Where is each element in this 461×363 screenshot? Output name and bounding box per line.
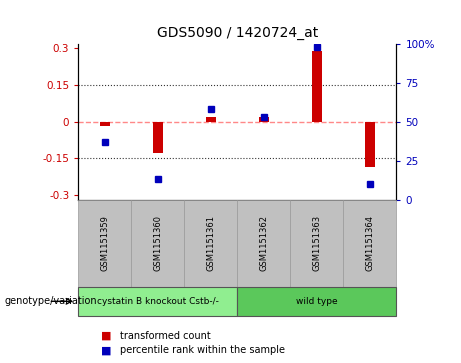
Text: genotype/variation: genotype/variation xyxy=(5,296,97,306)
Text: ■: ■ xyxy=(101,345,112,355)
Text: transformed count: transformed count xyxy=(120,331,211,341)
Bar xyxy=(206,117,216,122)
Bar xyxy=(100,122,110,126)
Text: GSM1151361: GSM1151361 xyxy=(207,215,215,271)
Text: cystatin B knockout Cstb-/-: cystatin B knockout Cstb-/- xyxy=(97,297,219,306)
Text: GSM1151364: GSM1151364 xyxy=(366,215,374,271)
Text: GSM1151362: GSM1151362 xyxy=(260,215,268,271)
Text: percentile rank within the sample: percentile rank within the sample xyxy=(120,345,285,355)
Text: GSM1151359: GSM1151359 xyxy=(100,215,109,271)
Text: ■: ■ xyxy=(101,331,112,341)
Bar xyxy=(365,122,375,167)
Text: GSM1151363: GSM1151363 xyxy=(313,215,321,271)
Text: wild type: wild type xyxy=(296,297,338,306)
Title: GDS5090 / 1420724_at: GDS5090 / 1420724_at xyxy=(157,26,318,40)
Bar xyxy=(153,122,163,153)
Bar xyxy=(312,51,322,122)
Bar xyxy=(259,117,269,122)
Text: GSM1151360: GSM1151360 xyxy=(154,215,162,271)
